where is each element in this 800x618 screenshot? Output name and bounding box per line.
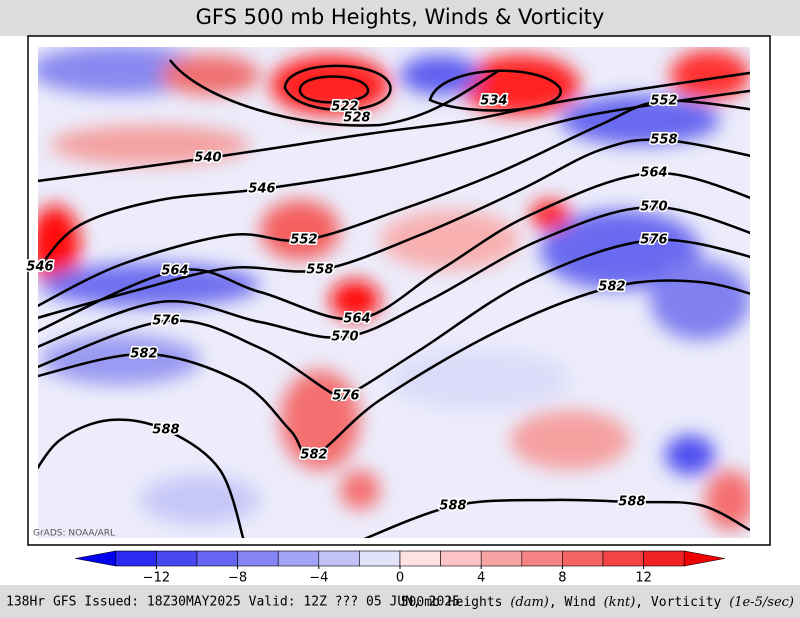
footer-part: , Wind (549, 595, 604, 610)
footer-left: 138Hr GFS Issued: 18Z30MAY2025 Valid: 12… (6, 595, 460, 610)
contour-label: 546 (248, 182, 275, 197)
contour-label: 528 (343, 111, 370, 126)
contour-line (38, 99, 750, 308)
contour-line (428, 69, 562, 112)
colorbar-tick-label: −4 (309, 571, 328, 586)
title-bar (0, 0, 800, 36)
contour-label: 534 (480, 94, 507, 109)
colorbar-tick-label: 12 (635, 571, 652, 586)
contour-line (38, 71, 750, 183)
colorbar-segment (521, 550, 563, 567)
contour-label: 558 (306, 263, 333, 278)
contour-label: 552 (290, 233, 317, 248)
contour-label: 564 (161, 264, 188, 279)
colorbar-segment (602, 550, 644, 567)
colorbar-segment (75, 550, 117, 567)
credit: GrADS: NOAA/ARL (33, 529, 115, 539)
height-contours (38, 59, 750, 538)
footer-right: 500mb Heights (dam), Wind (knt), Vortici… (401, 595, 794, 610)
contour-label: 576 (152, 314, 179, 329)
colorbar-segment (318, 550, 360, 567)
colorbar-tick-label: 0 (396, 571, 404, 586)
contour-label: 570 (331, 330, 358, 345)
contour-label: 576 (332, 389, 359, 404)
contour-label: 552 (650, 94, 677, 109)
contour-label: 564 (343, 312, 370, 327)
contour-line (38, 238, 750, 402)
colorbar-segment (440, 550, 482, 567)
colorbar-segment (643, 550, 685, 567)
vorticity-field (38, 47, 750, 538)
colorbar-tick-label: 4 (477, 571, 485, 586)
colorbar-segment (237, 550, 279, 567)
contour-label: 582 (130, 347, 157, 362)
contour-label: 564 (640, 166, 667, 181)
contour-line (169, 59, 501, 127)
footer-part: (dam) (510, 595, 549, 610)
footer-part: (1e-5/sec) (729, 595, 794, 610)
colorbar-segment (399, 550, 441, 567)
contour-line (363, 498, 750, 538)
contour-line (38, 418, 245, 538)
contour-line (38, 171, 750, 333)
contour-label: 558 (650, 133, 677, 148)
contour-line (38, 89, 750, 273)
contour-line (38, 205, 750, 349)
colorbar-tick-label: −8 (228, 571, 247, 586)
colorbar-tick-label: −12 (143, 571, 170, 586)
colorbar-segment (562, 550, 604, 567)
colorbar-segment (683, 550, 725, 567)
contour-label: 570 (640, 200, 667, 215)
contour-label: 588 (618, 495, 645, 510)
colorbar-segment (480, 550, 523, 567)
contour-line (38, 279, 750, 458)
contour-line (298, 75, 370, 104)
colorbar-segment (359, 550, 401, 567)
contour-label: 582 (300, 448, 327, 463)
contour-label: 546 (26, 260, 53, 275)
colorbar-segment (277, 550, 320, 567)
contour-label: 522 (331, 100, 358, 115)
footer-bar (0, 585, 800, 618)
colorbar-segment (156, 550, 198, 567)
footer-part: (knt) (604, 595, 636, 610)
contour-line (38, 138, 750, 320)
contour-label: 540 (194, 151, 221, 166)
contour-label: 588 (152, 423, 179, 438)
contour-label: 582 (598, 280, 625, 295)
contour-label: 588 (439, 499, 466, 514)
colorbar-segment (115, 550, 157, 567)
colorbar: −12 −8 −4 0 4 8 12 (75, 550, 725, 586)
colorbar-tick-label: 8 (558, 571, 566, 586)
footer-part: , Vorticity (635, 595, 729, 610)
colorbar-segment (196, 550, 238, 567)
footer-part: 500mb Heights (401, 595, 511, 610)
title: GFS 500 mb Heights, Winds & Vorticity (196, 5, 605, 29)
contour-label: 576 (640, 233, 667, 248)
